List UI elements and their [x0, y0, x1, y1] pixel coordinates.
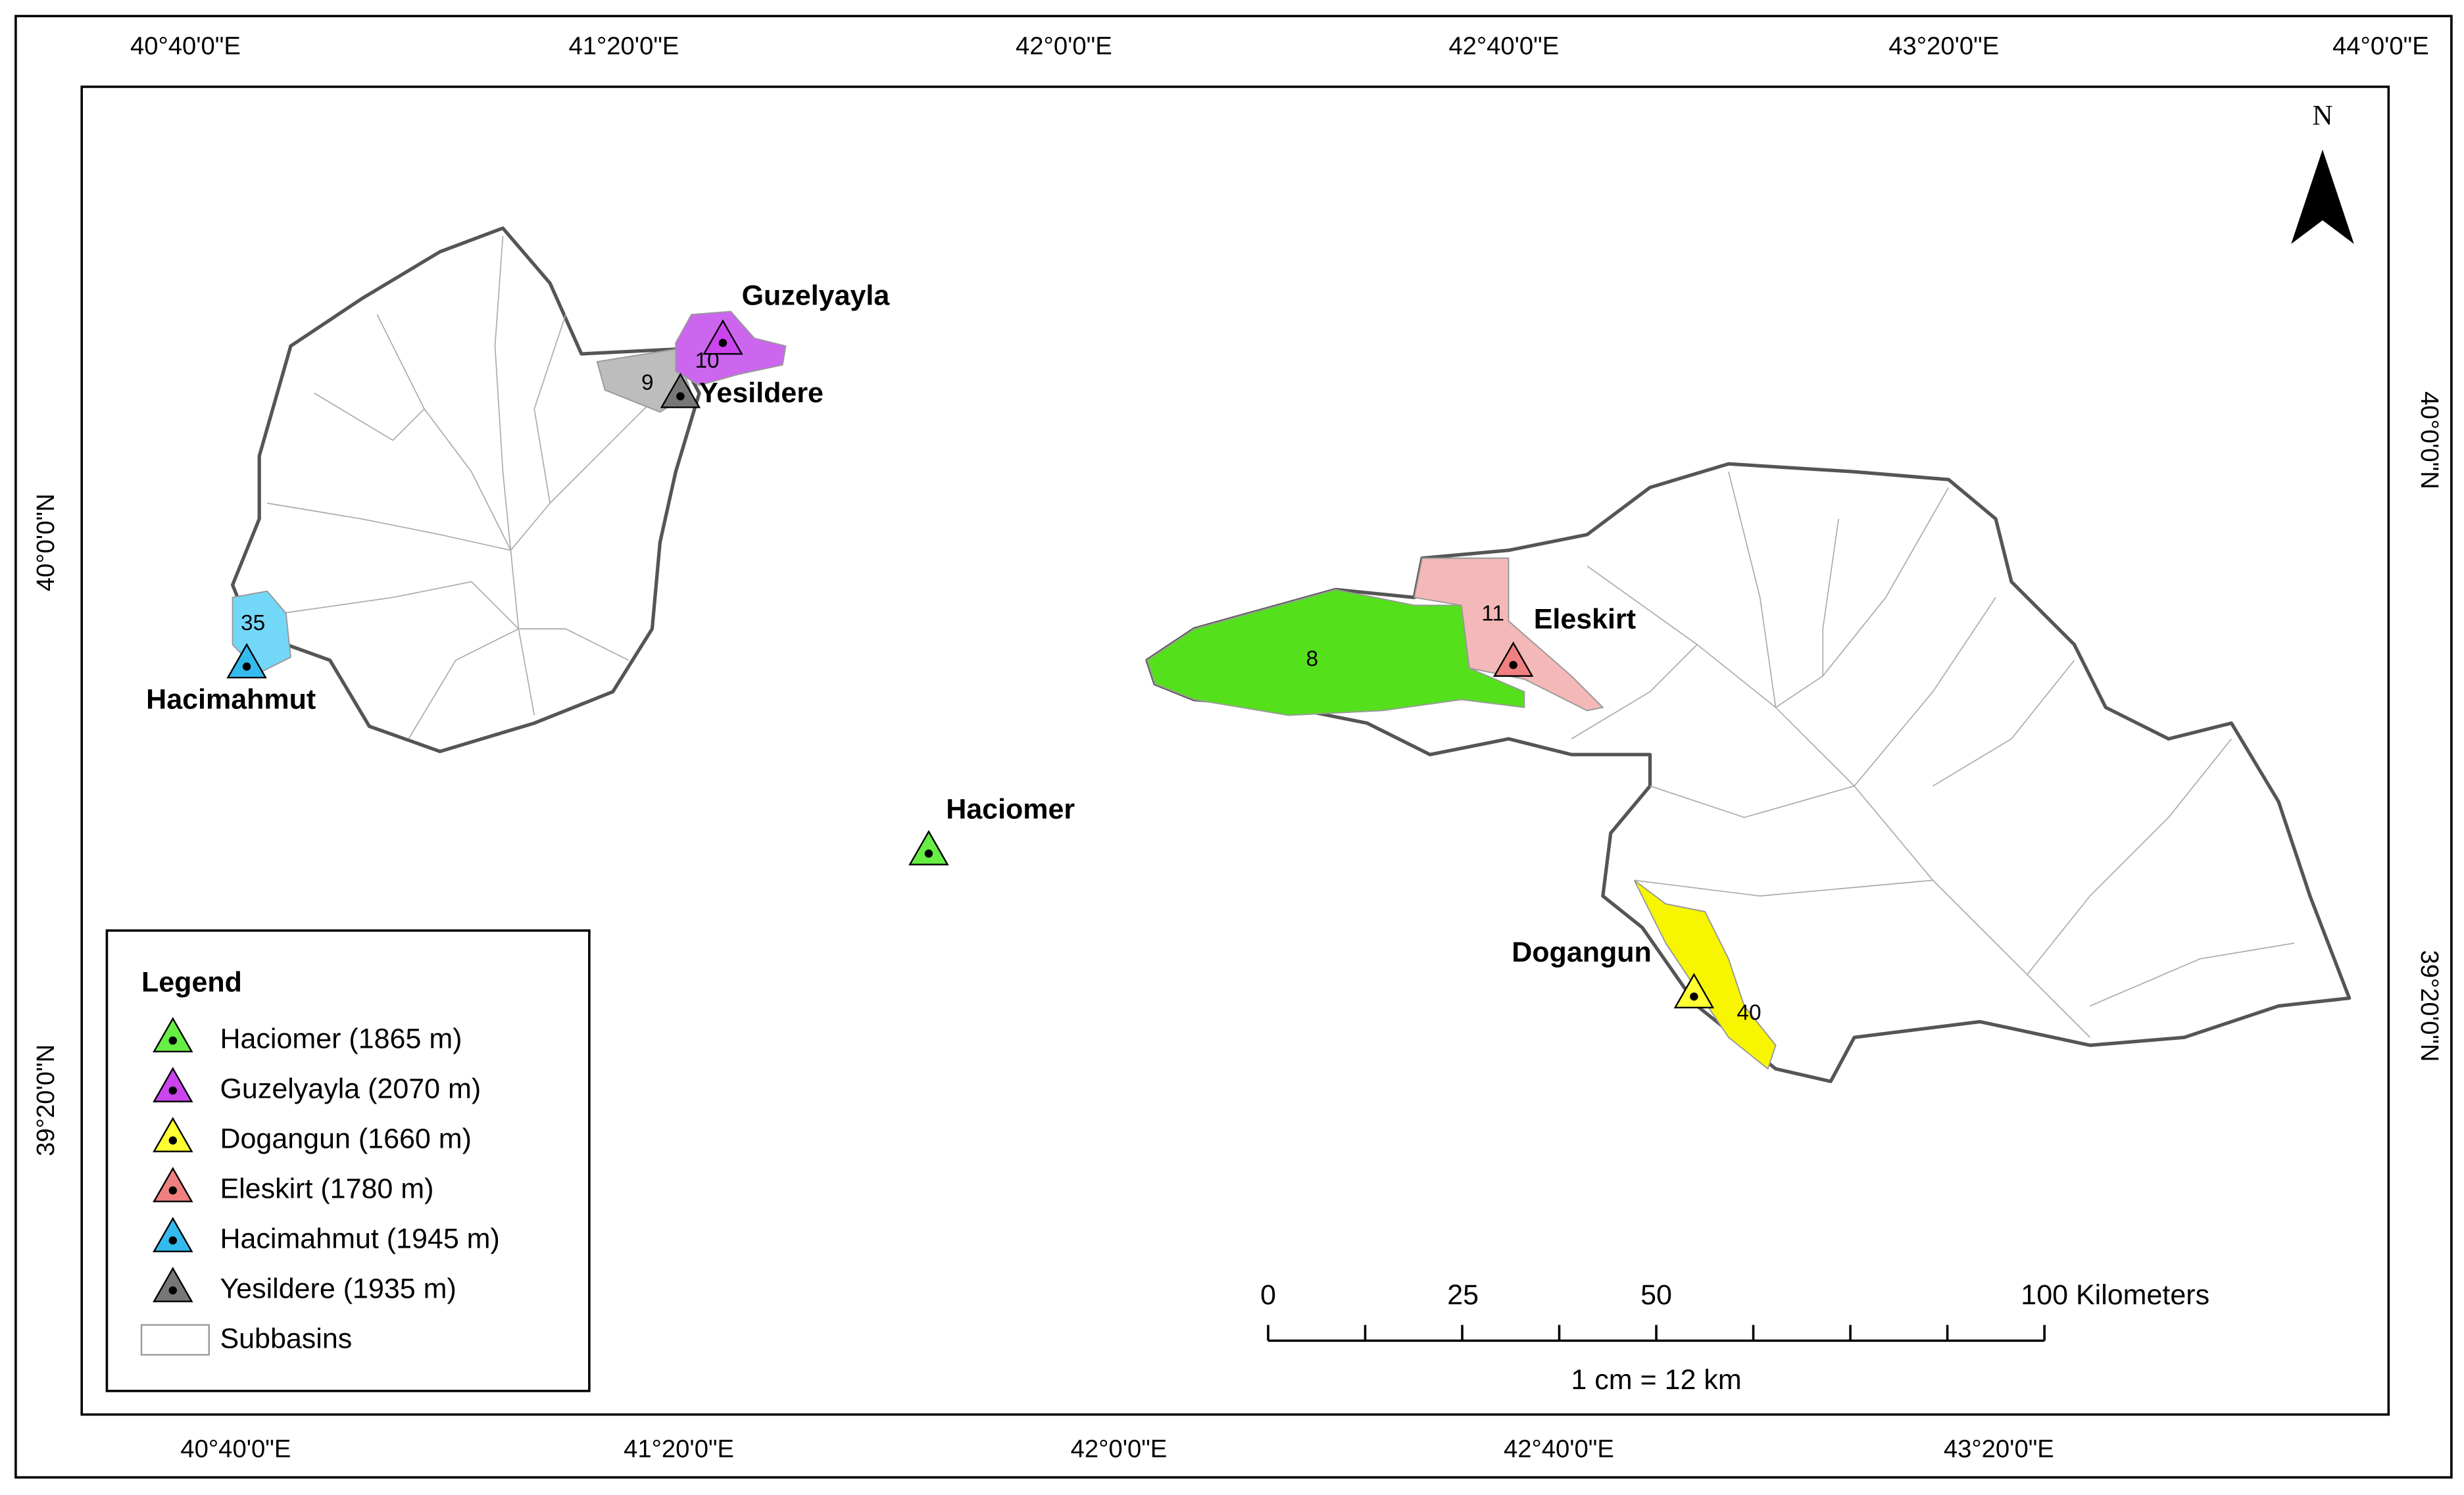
bottom-axis-label: 42°0'0"E	[1071, 1435, 1168, 1463]
station-symbol	[1673, 973, 1715, 1009]
station-symbol-dot	[242, 662, 251, 671]
legend-symbol-dot	[168, 1086, 178, 1095]
top-axis-label: 42°40'0"E	[1448, 32, 1559, 60]
top-axis-label: 43°20'0"E	[1888, 32, 1999, 60]
scale-label: 0	[1260, 1279, 1276, 1311]
station-symbol	[908, 829, 949, 866]
station-symbol-dot	[1690, 992, 1698, 1001]
left-axis-label: 40°0'0"N	[32, 493, 60, 591]
legend-symbol-dot	[168, 1036, 178, 1045]
axis-labels: 40°40'0"E 41°20'0"E 42°0'0"E 42°40'0"E 4…	[32, 32, 2444, 1463]
legend-symbol	[153, 1217, 193, 1252]
scale-label: 50	[1640, 1279, 1672, 1311]
station-label: Yesildere	[699, 378, 824, 409]
subbasin-number: 8	[1306, 647, 1319, 672]
station-symbol-dot	[718, 339, 727, 347]
left-axis-label: 39°20'0"N	[32, 1044, 60, 1156]
legend-symbol-dot	[168, 1286, 178, 1295]
top-axis-label: 44°0'0"E	[2332, 32, 2429, 60]
station-symbol-dot	[676, 392, 685, 401]
stations	[226, 319, 1715, 1009]
subbasin-40	[1633, 879, 1777, 1070]
legend-symbol	[153, 1017, 193, 1052]
legend-label: Subbasins	[220, 1323, 352, 1355]
top-axis-label: 41°20'0"E	[568, 32, 679, 60]
station-label: Dogangun	[1512, 937, 1652, 968]
top-axis-label: 40°40'0"E	[130, 32, 241, 60]
legend-label: Guzelyayla (2070 m)	[220, 1073, 481, 1104]
east-rivers	[1571, 472, 2295, 1038]
scale-label: 100 Kilometers	[2021, 1279, 2209, 1311]
legend-symbol	[153, 1067, 193, 1102]
bottom-axis-label: 43°20'0"E	[1944, 1435, 2054, 1463]
outer-frame	[14, 14, 2453, 1479]
subbasin-number: 35	[241, 611, 265, 635]
station-label: Eleskirt	[1534, 604, 1636, 635]
west-rivers	[266, 235, 660, 739]
legend-entries: Haciomer (1865 m) Guzelyayla (2070 m) Doga…	[153, 1017, 500, 1304]
legend-title: Legend	[141, 966, 242, 998]
subbasin-8	[1146, 589, 1525, 716]
subbasin-11	[1413, 557, 1604, 712]
right-axis-label: 39°20'0"N	[2415, 950, 2444, 1062]
subbasin-numbers: 8 9 10 11 35 40	[241, 349, 1762, 1025]
station-symbol	[226, 643, 267, 679]
legend-label: Eleskirt (1780 m)	[220, 1173, 433, 1204]
station-symbol	[660, 372, 701, 408]
scale-labels: 0 25 50 100 Kilometers 1 cm = 12 km	[1260, 1279, 2209, 1396]
subbasin-number: 9	[641, 370, 654, 395]
north-arrow	[2291, 149, 2354, 244]
scale-ticks	[1267, 1325, 2046, 1341]
scale-ratio: 1 cm = 12 km	[1571, 1364, 1741, 1396]
station-symbol	[1492, 641, 1534, 677]
legend-subbasin-swatch	[140, 1324, 210, 1356]
legend-label: Hacimahmut (1945 m)	[220, 1223, 499, 1254]
bottom-axis-label: 40°40'0"E	[180, 1435, 291, 1463]
legend-label: Haciomer (1865 m)	[220, 1023, 462, 1054]
legend-label: Dogangun (1660 m)	[220, 1123, 471, 1154]
north-label: N	[2312, 101, 2332, 132]
right-axis-label: 40°0'0"N	[2415, 391, 2444, 489]
subbasin-number: 11	[1481, 601, 1504, 625]
scale-label: 25	[1447, 1279, 1479, 1311]
legend-symbol-dot	[168, 1136, 178, 1145]
legend-symbol	[153, 1267, 193, 1302]
legend-symbol-dot	[168, 1186, 178, 1195]
legend-symbol-dot	[168, 1236, 178, 1245]
legend-label: Yesildere (1935 m)	[220, 1273, 456, 1304]
legend-symbol	[153, 1117, 193, 1152]
station-labels: Haciomer Guzelyayla Dogangun Eleskirt Ha…	[146, 280, 1652, 968]
legend-symbol	[153, 1167, 193, 1202]
subbasin-number: 40	[1737, 1000, 1761, 1025]
bottom-axis-label: 41°20'0"E	[624, 1435, 734, 1463]
station-symbol-dot	[1509, 660, 1517, 670]
top-axis-label: 42°0'0"E	[1016, 32, 1112, 60]
legend-box	[105, 929, 591, 1392]
bottom-axis-label: 42°40'0"E	[1504, 1435, 1614, 1463]
station-symbol	[702, 319, 743, 355]
station-label: Haciomer	[946, 794, 1075, 825]
station-symbol-dot	[924, 849, 933, 858]
scale-bar: 0 25 50 100 Kilometers 1 cm = 12 km	[1260, 1279, 2209, 1396]
station-label: Guzelyayla	[742, 280, 891, 311]
station-label: Hacimahmut	[146, 683, 316, 715]
